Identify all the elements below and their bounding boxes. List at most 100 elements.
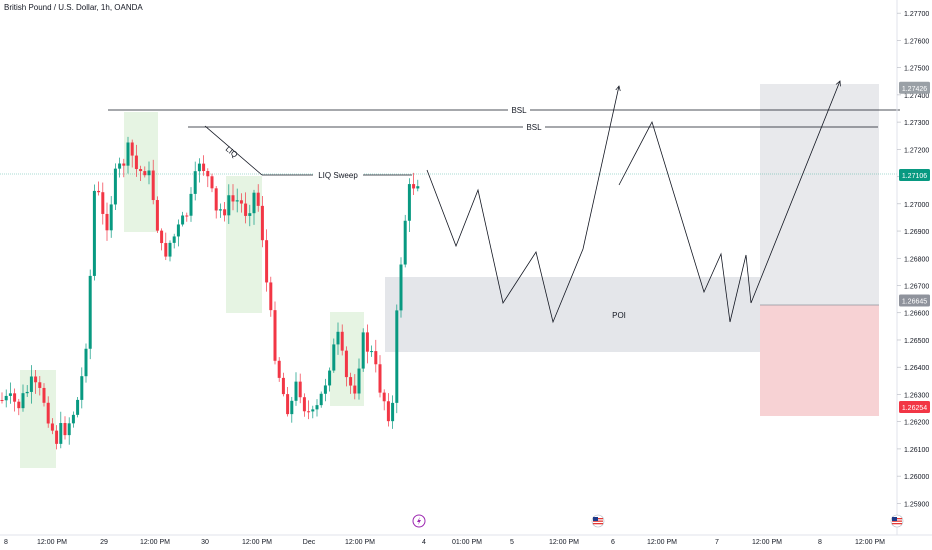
candle-body (101, 192, 105, 214)
candle-body (403, 220, 407, 265)
price-tick-label: 1.25900 (904, 501, 929, 508)
candle-body (59, 423, 63, 444)
candle-body (50, 423, 54, 431)
candle-body (260, 205, 264, 241)
candle-body (197, 163, 201, 172)
candle-body (4, 395, 8, 401)
price-tick-label: 1.26600 (904, 311, 929, 318)
projection-path-1 (426, 86, 619, 324)
highlight-zones (20, 112, 364, 468)
candle-body (13, 393, 17, 402)
candle-body (361, 332, 365, 369)
candle-body (365, 332, 369, 352)
candle-body (311, 409, 315, 412)
liq-diagonal (204, 125, 263, 176)
candle-body (227, 195, 231, 216)
candle-body (155, 200, 159, 231)
candle-body (181, 215, 185, 225)
candle-body (139, 169, 143, 172)
candle-body (17, 401, 21, 409)
candle-body (344, 350, 348, 378)
price-label-text: 1.27426 (902, 86, 927, 93)
candle-body (256, 192, 260, 206)
time-axis[interactable]: 8 12:00 PM 29 12:00 PM 30 12:00 PM Dec 12:00 PM… (4, 539, 885, 546)
candle-body (122, 163, 126, 166)
candle-body (46, 402, 50, 424)
candle-body (231, 195, 235, 202)
candle-body (21, 393, 25, 409)
candle-body (202, 163, 206, 172)
candle-body (382, 392, 386, 402)
highlight-zone (226, 176, 262, 313)
bsl-label-lower: BSL (526, 123, 542, 132)
candle-body (378, 364, 382, 393)
candle-body (76, 399, 80, 415)
candle-body (67, 423, 71, 436)
price-tick-label: 1.27300 (904, 120, 929, 127)
candle-body (412, 184, 416, 189)
price-label-box (899, 294, 930, 307)
price-tick-label: 1.26900 (904, 229, 929, 236)
time-tick-label: Dec (303, 539, 316, 546)
candle-body (370, 351, 374, 353)
candle-body (63, 423, 67, 436)
candle-body (244, 203, 248, 216)
candle-body (151, 170, 155, 201)
candle-body (8, 393, 12, 396)
candle-body (357, 368, 361, 394)
candle-body (307, 411, 311, 413)
candle-body (55, 430, 59, 444)
candle-body (0, 400, 4, 401)
time-tick-label: 5 (510, 539, 514, 546)
stop-zone (760, 305, 879, 416)
candle-body (80, 376, 84, 400)
candle-body (71, 414, 75, 424)
candle-body (286, 394, 290, 415)
price-label-box (899, 81, 930, 94)
price-tick-label: 1.27700 (904, 11, 929, 18)
price-label-box (899, 168, 930, 181)
candle-body (92, 190, 96, 276)
price-tick-label: 1.26000 (904, 474, 929, 481)
candle-body (239, 200, 243, 204)
price-tick-label: 1.27000 (904, 202, 929, 209)
candle-body (407, 184, 411, 221)
bsl-label-upper: BSL (511, 106, 527, 115)
candles (0, 136, 420, 450)
time-tick-label: 8 (818, 539, 822, 546)
price-tick-label: 1.27400 (904, 93, 929, 100)
candle-body (185, 215, 189, 217)
candle-body (269, 282, 273, 311)
candle-body (109, 204, 113, 231)
us-flag-icon[interactable] (890, 514, 904, 528)
price-label-text: 1.26254 (902, 405, 927, 412)
time-tick-label: 01:00 PM (452, 539, 482, 546)
candle-body (235, 200, 239, 202)
candle-body (248, 213, 252, 216)
time-tick-label: 4 (422, 539, 426, 546)
candle-body (290, 400, 294, 415)
candle-body (223, 209, 227, 216)
candle-body (143, 171, 147, 176)
candle-body (399, 264, 403, 311)
candle-body (302, 397, 306, 412)
liq-label: LIQ (224, 144, 240, 159)
lightning-icon[interactable] (412, 514, 426, 528)
target-zone (760, 84, 879, 305)
candle-body (189, 193, 193, 216)
price-tick-label: 1.26700 (904, 284, 929, 291)
candle-body (38, 382, 42, 388)
candle-body (323, 385, 327, 394)
time-tick-label: 7 (715, 539, 719, 546)
candle-body (168, 242, 172, 257)
candle-body (277, 360, 281, 378)
candle-body (340, 331, 344, 351)
us-flag-icon[interactable] (591, 514, 605, 528)
candle-body (113, 168, 117, 205)
candle-body (315, 405, 319, 410)
time-tick-label: 8 (4, 539, 8, 546)
price-tick-label: 1.26200 (904, 420, 929, 427)
price-labels: 1.27426 1.27106 1.26645 1.26254 (899, 81, 930, 413)
time-tick-label: 30 (201, 539, 209, 546)
